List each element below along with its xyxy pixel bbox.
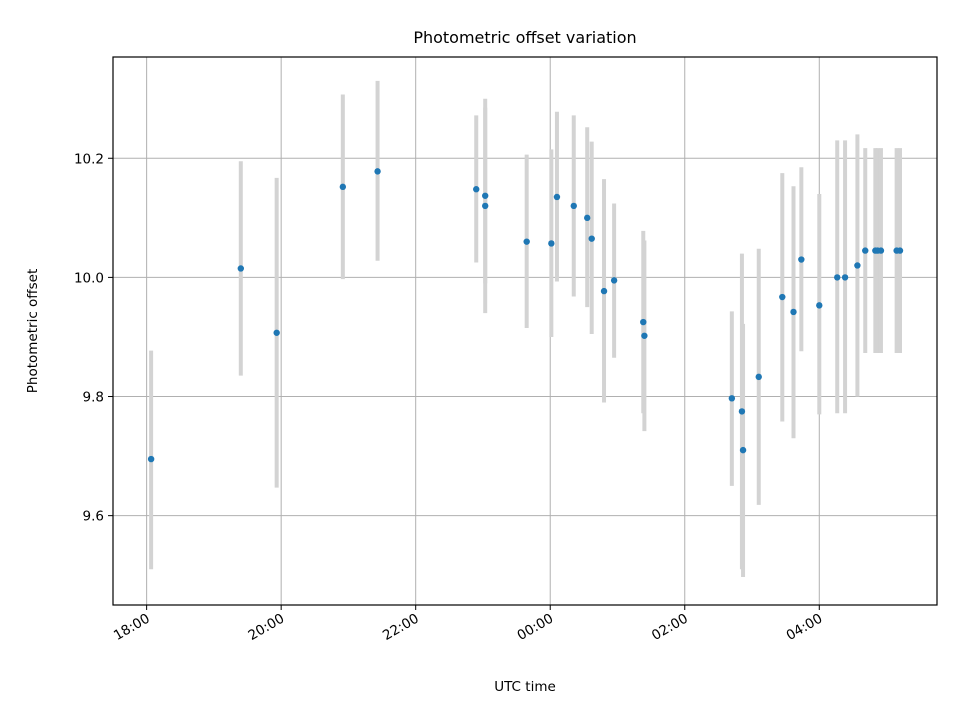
x-axis-ticks: 18:00 20:00 22:00 00:00 02:00 04:00 — [111, 605, 825, 644]
data-points — [147, 168, 904, 463]
data-point — [147, 455, 155, 463]
data-point — [553, 193, 561, 201]
data-point — [548, 240, 555, 247]
data-point — [640, 318, 647, 326]
plot-frame — [112, 56, 938, 606]
x-tick-label: 22:00 — [380, 611, 422, 644]
x-tick-label: 04:00 — [784, 611, 826, 644]
data-point — [473, 186, 480, 193]
data-point — [610, 277, 618, 284]
data-point — [600, 287, 608, 295]
y-axis-label: Photometric offset — [25, 269, 41, 393]
x-tick-label: 20:00 — [245, 611, 287, 644]
data-point — [739, 446, 747, 454]
data-point — [862, 247, 869, 254]
data-point — [273, 329, 280, 336]
x-tick-label: 02:00 — [649, 611, 691, 644]
y-tick-label: 10.0 — [74, 270, 104, 286]
y-axis-ticks: 9.6 9.8 10.0 10.2 — [74, 151, 113, 525]
x-tick-label: 00:00 — [515, 611, 557, 644]
x-axis-label: UTC time — [494, 679, 556, 695]
data-point — [854, 262, 861, 269]
data-point — [790, 308, 797, 316]
data-point — [798, 256, 805, 263]
grid-lines — [113, 57, 937, 605]
data-point — [482, 202, 489, 210]
data-point — [841, 274, 849, 281]
data-point — [588, 235, 595, 242]
data-point — [816, 302, 823, 309]
chart-title: Photometric offset variation — [413, 28, 636, 47]
data-point — [896, 247, 904, 254]
data-point — [482, 192, 489, 199]
data-point — [738, 408, 746, 415]
data-point — [374, 168, 381, 175]
data-point — [834, 274, 841, 281]
data-point — [339, 183, 347, 191]
data-point — [779, 293, 786, 301]
x-tick-label: 18:00 — [111, 611, 153, 644]
data-point — [755, 373, 762, 381]
data-point — [641, 332, 648, 339]
data-point — [570, 202, 577, 210]
y-tick-label: 9.6 — [83, 509, 104, 525]
y-tick-label: 9.8 — [83, 390, 104, 406]
data-point — [584, 214, 591, 222]
data-point — [877, 247, 885, 254]
data-point — [523, 238, 530, 245]
data-point — [237, 265, 245, 272]
data-point — [728, 395, 736, 402]
error-bars — [149, 80, 903, 578]
y-tick-label: 10.2 — [74, 151, 104, 167]
